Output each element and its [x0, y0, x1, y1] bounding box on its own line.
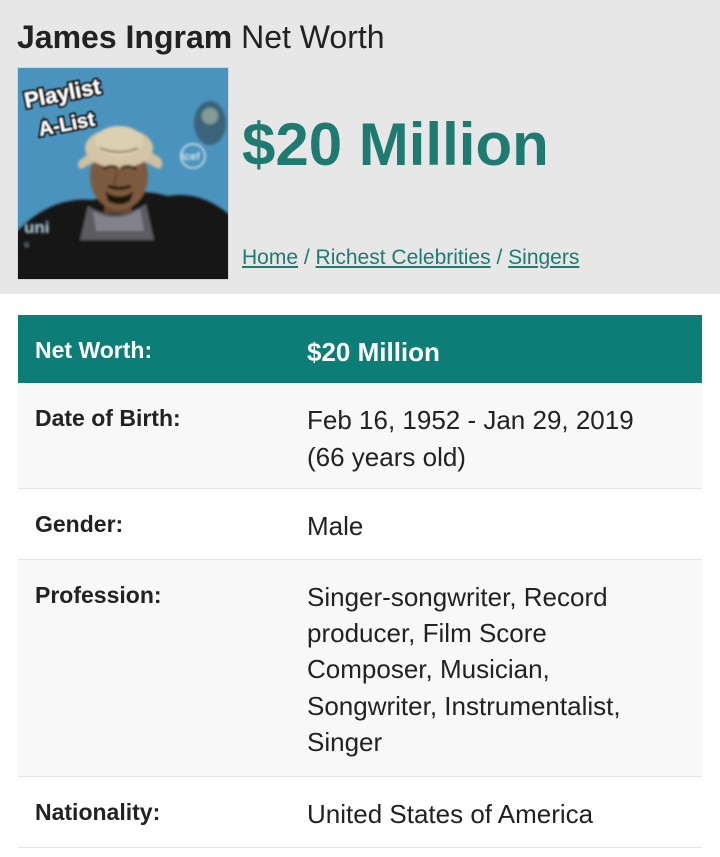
- svg-text:icef: icef: [181, 151, 200, 163]
- svg-text:u: u: [24, 239, 29, 249]
- svg-text:uni: uni: [24, 218, 50, 237]
